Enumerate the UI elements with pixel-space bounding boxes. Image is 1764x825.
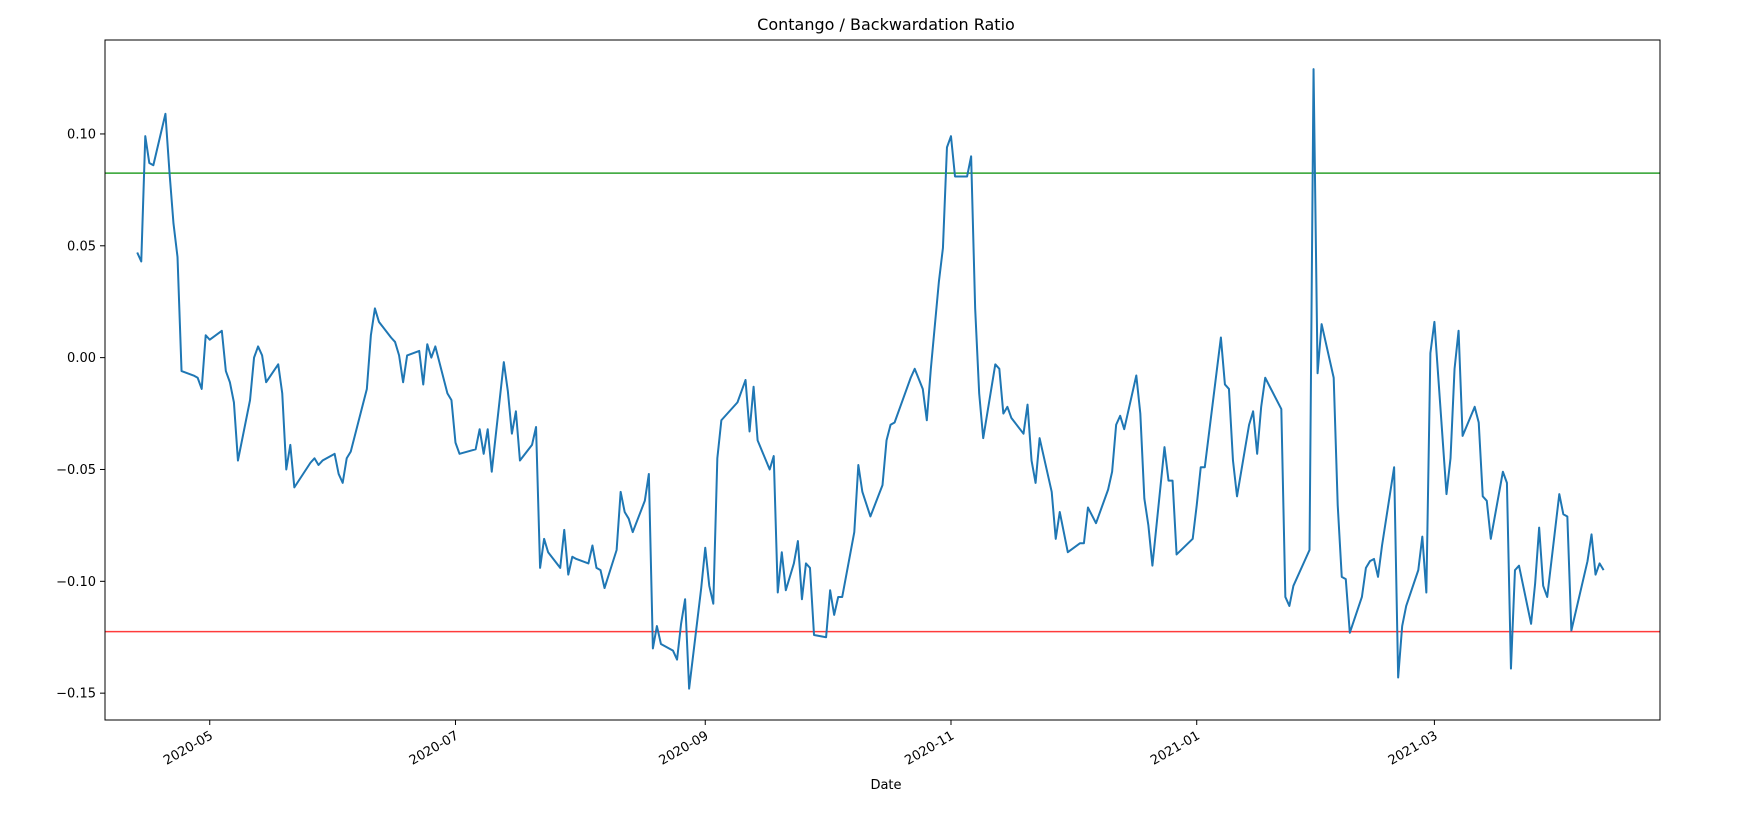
x-axis: 2020-05 2020-07 2020-09 2020-11 2021-01 2021-… — [161, 720, 1440, 769]
y-tick-label: 0.05 — [67, 239, 96, 254]
y-tick-label: 0.10 — [67, 127, 96, 142]
x-tick-label: 2020-09 — [657, 728, 712, 768]
y-tick-label: 0.00 — [67, 351, 96, 366]
x-tick-label: 2020-05 — [161, 728, 216, 768]
series-layer — [136, 68, 1605, 690]
y-tick-label: −0.15 — [56, 687, 96, 702]
y-axis: −0.15 −0.10 −0.05 0.00 0.05 0.10 — [56, 127, 105, 702]
plot-area-frame — [104, 39, 1661, 721]
x-tick-label: 2021-03 — [1386, 728, 1441, 768]
x-axis-label: Date — [870, 778, 901, 793]
x-tick-label: 2020-11 — [902, 728, 957, 768]
y-tick-label: −0.05 — [56, 463, 96, 478]
chart-title: Contango / Backwardation Ratio — [757, 15, 1015, 34]
y-tick-label: −0.10 — [56, 575, 96, 590]
x-tick-label: 2020-07 — [407, 728, 462, 768]
x-tick-label: 2021-01 — [1148, 728, 1203, 768]
series-line-1 — [136, 68, 1605, 690]
